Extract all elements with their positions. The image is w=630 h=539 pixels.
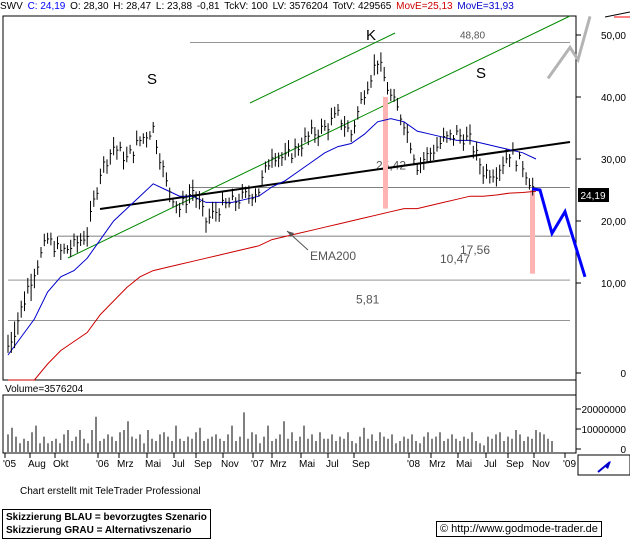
level-label: 5,81 <box>356 293 380 307</box>
trend-channel <box>67 15 571 259</box>
open-value: O: 28,30 <box>70 1 109 12</box>
close-value: C: 24,19 <box>27 1 66 12</box>
low-value: L: 23,88 <box>155 1 193 12</box>
x-tick-label: Mai <box>299 459 315 470</box>
x-tick-label: Aug <box>28 459 46 470</box>
high-value: H: 28,47 <box>113 1 152 12</box>
target-bars <box>383 97 535 274</box>
pattern-label: K <box>366 27 376 44</box>
x-axis: '05 Aug Okt '06 Mrz Mai Jul Sep Nov '07 Mrz Mai Jul S… <box>3 453 576 470</box>
y-tick-label: 20,00 <box>601 217 626 228</box>
x-tick-label: '05 <box>3 459 16 470</box>
x-tick-label: Jul <box>326 459 339 470</box>
volume-y-tick-label: 0 <box>620 445 626 456</box>
x-tick-label: Jul <box>172 459 185 470</box>
x-tick-label: Mai <box>456 459 472 470</box>
level-label: 10,47 <box>440 252 470 266</box>
target-bar <box>530 190 535 274</box>
x-tick-label: '06 <box>96 459 109 470</box>
price-panel-frame <box>2 15 577 381</box>
url-text: http://www.godmode-trader.de <box>451 523 598 535</box>
x-tick-label: Sep <box>194 459 212 470</box>
overflow-slash <box>604 11 630 18</box>
x-tick-label: Okt <box>53 459 69 470</box>
ema-short-path <box>7 118 537 356</box>
x-tick-label: '07 <box>251 459 264 470</box>
x-tick-label: Mai <box>145 459 161 470</box>
y-tick-label: 0 <box>620 369 626 380</box>
level-label: 48,80 <box>460 30 485 41</box>
volume-bars: Volume=3576204 0 10000000 20000000 <box>5 384 626 456</box>
x-tick-label: Nov <box>221 459 239 470</box>
change-value: -0,81 <box>196 1 220 12</box>
x-tick-label: '09 <box>563 459 576 470</box>
symbol: SWV <box>0 1 23 12</box>
x-tick-label: Sep <box>506 459 524 470</box>
ema200-line <box>8 190 537 381</box>
legend-blue: Skizzierung BLAU = bevorzugtes Szenario <box>6 512 207 523</box>
volume-panel-frame <box>2 394 577 454</box>
scenario-legend: Skizzierung BLAU = bevorzugtes Szenario … <box>2 509 211 539</box>
y-tick-label: 30,00 <box>601 155 626 166</box>
source-url[interactable]: © http://www.godmode-trader.de <box>436 521 602 537</box>
chart-credit: Chart erstellt mit TeleTrader Profession… <box>20 486 201 497</box>
neckline <box>99 141 571 210</box>
x-tick-label: Nov <box>532 459 550 470</box>
scenario-grey-path <box>546 16 592 80</box>
pattern-label: S <box>476 65 486 82</box>
drawing-tool-icon[interactable] <box>577 454 630 476</box>
x-tick-label: Mrz <box>429 459 446 470</box>
scenario-blue-path <box>531 187 587 278</box>
volume-y-tick-label: 20000000 <box>582 405 627 416</box>
pattern-label: S <box>147 71 157 88</box>
y-tick-label: 50,00 <box>601 31 626 42</box>
channel-upper-line <box>249 32 396 104</box>
chart-header: SWV C: 24,19 O: 28,30 H: 28,47 L: 23,88 … <box>0 0 630 14</box>
volume-y-tick-label: 10000000 <box>582 425 627 436</box>
last-volume: LV: 3576204 <box>272 1 329 12</box>
volume-title: Volume=3576204 <box>5 384 84 395</box>
ema-short-line <box>7 118 537 356</box>
x-tick-label: Mrz <box>270 459 287 470</box>
ema200-path <box>8 190 537 381</box>
last-price-label: 24,19 <box>580 191 605 202</box>
channel-lower-line <box>67 15 571 259</box>
copyright-icon: © <box>440 523 449 535</box>
legend-grey: Skizzierung GRAU = Alternativszenario <box>6 525 192 536</box>
ema-long-value: MovE=31,93 <box>457 1 514 12</box>
pattern-labels: S K S EMA200 <box>147 27 486 263</box>
ema-short-value: MovE=25,13 <box>396 1 453 12</box>
y-axis: 0 10,00 20,00 30,00 40,00 50,00 24,19 <box>576 31 626 380</box>
ema200-label: EMA200 <box>310 249 356 263</box>
y-tick-label: 40,00 <box>601 93 626 104</box>
total-volume: TotV: 429565 <box>332 1 392 12</box>
scenario-projections <box>531 16 592 278</box>
x-tick-label: Sep <box>352 459 370 470</box>
x-tick-label: '08 <box>407 459 420 470</box>
x-tick-label: Mrz <box>117 459 134 470</box>
ema200-arrowhead <box>287 231 294 237</box>
level-label: 17,56 <box>460 243 490 257</box>
target-bar <box>383 97 388 209</box>
tick-volume: TckV: 100 <box>224 1 268 12</box>
last-price-box <box>578 188 609 203</box>
x-tick-label: Jul <box>484 459 497 470</box>
y-tick-label: 10,00 <box>601 279 626 290</box>
price-series <box>7 52 535 353</box>
